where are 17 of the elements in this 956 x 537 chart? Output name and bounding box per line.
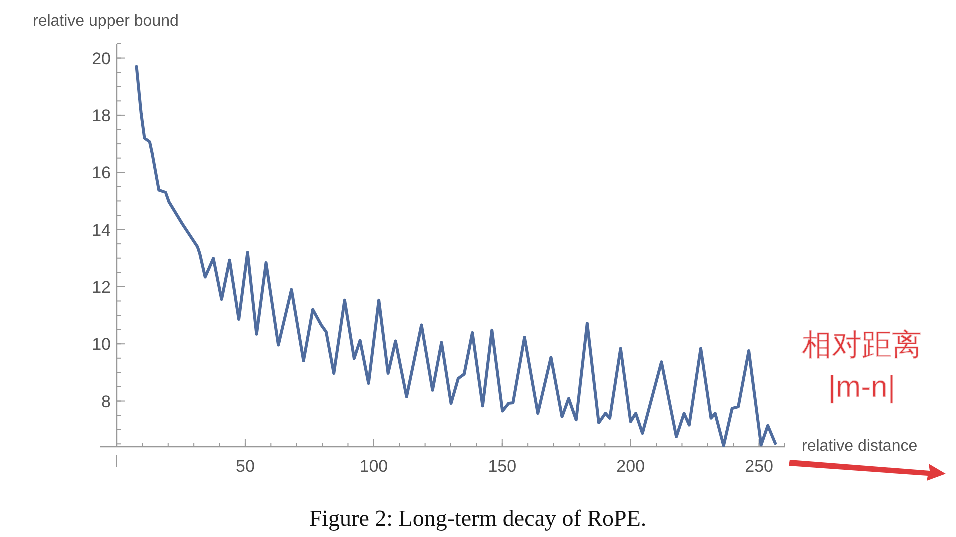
x-tick-label: 100 xyxy=(360,457,388,476)
y-tick-label: 10 xyxy=(92,335,111,354)
y-tick-label: 20 xyxy=(92,49,111,68)
y-axis-title: relative upper bound xyxy=(33,13,179,30)
y-tick-label: 8 xyxy=(102,392,111,412)
x-tick-label: 200 xyxy=(616,457,646,476)
text: 相对距离 |m-n| xyxy=(802,329,922,404)
x-tick-label: 50 xyxy=(236,457,255,476)
y-tick-label: 14 xyxy=(92,220,111,240)
caption: Figure 2: Long-term decay of RoPE. xyxy=(309,506,647,531)
x-tick-label: 150 xyxy=(488,457,517,476)
y-tick-label: 12 xyxy=(92,278,111,297)
line-series xyxy=(135,65,777,448)
x-axis-title: relative distance xyxy=(802,438,918,455)
y-tick-label: 16 xyxy=(92,164,111,183)
y-tick-label: 18 xyxy=(92,106,111,126)
x-tick-label: 250 xyxy=(745,457,774,476)
